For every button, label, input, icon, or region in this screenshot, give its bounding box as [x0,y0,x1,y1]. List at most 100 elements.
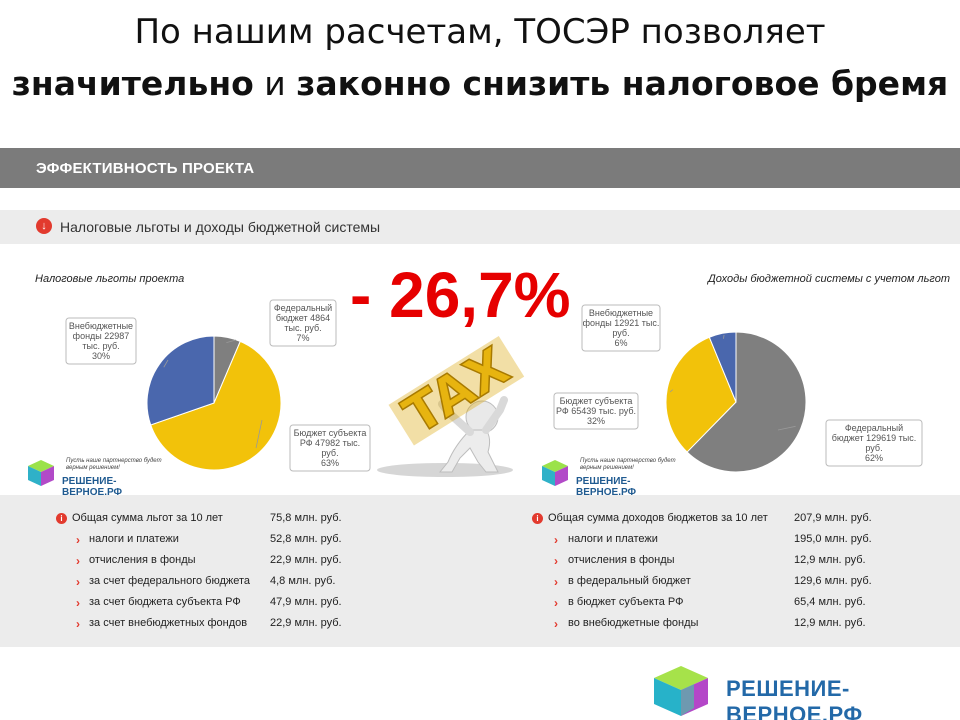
section-header-band: ЭФФЕКТИВНОСТЬ ПРОЕКТА [0,148,960,188]
chevron-right-icon: › [554,575,558,589]
chevron-right-icon: › [554,617,558,631]
subsection-label: Налоговые льготы и доходы бюджетной сист… [60,219,381,235]
footer-logo: РЕШЕНИЕ-ВЕРНОЕ.РФ [650,660,960,720]
stat-label: за счет федерального бюджета [89,575,251,587]
slice-label: 63% [321,458,339,468]
chevron-right-icon: › [76,533,80,547]
slice-label: 62% [865,453,883,463]
cube-logo-icon [654,666,708,716]
pie-slice-3 [708,331,737,403]
cube-logo-icon [28,460,54,486]
tax-burden-illustration: TAX [377,336,525,477]
stat-value: 12,9 млн. руб. [794,554,866,566]
callout-box [825,419,923,467]
stat-value: 207,9 млн. руб. [794,512,872,524]
stat-label: в федеральный бюджет [568,575,691,587]
stat-value: 12,9 млн. руб. [794,617,866,629]
stat-label: за счет бюджета субъекта РФ [89,596,241,608]
stat-value: 47,9 млн. руб. [270,596,342,608]
chevron-right-icon: › [76,575,80,589]
slice-label: тыс. руб. [284,323,321,333]
chevron-right-icon: › [76,554,80,568]
logo-name: РЕШЕНИЕ-ВЕРНОЕ.РФ [576,476,637,498]
logo-tagline: Пусть наше партнерство будет верным реше… [66,458,162,471]
slide-title-line1: По нашим расчетам, ТОСЭР позволяет [134,12,826,52]
callout-box [65,317,137,365]
pie-slice-2 [665,336,737,453]
partner-logo-right: Пусть наше партнерство будет верным реше… [540,458,680,498]
stat-label: отчисления в фонды [568,554,675,566]
tax-reduction-percent: - 26,7% [350,259,571,331]
chevron-right-icon: › [554,533,558,547]
stat-label: Общая сумма доходов бюджетов за 10 лет [548,512,768,524]
slice-label: Внебюджетные [589,308,653,318]
slice-label: 30% [92,351,110,361]
logo-tagline: Пусть наше партнерство будет верным реше… [580,458,676,471]
section-header-label: ЭФФЕКТИВНОСТЬ ПРОЕКТА [36,160,255,177]
callout-box [581,304,661,352]
pie-slice-3 [146,335,215,426]
partner-logo-left: Пусть наше партнерство будет верным реше… [26,458,166,498]
chevron-right-icon: › [554,596,558,610]
stat-label: за счет внебюджетных фондов [89,617,248,629]
slice-label: Бюджет субъекта [560,396,633,406]
title-emphasis-1: значительно [11,64,254,103]
stat-label: во внебюджетные фонды [568,617,699,629]
logo-name: РЕШЕНИЕ-ВЕРНОЕ.РФ [62,476,123,498]
slice-label: Федеральный [845,423,903,433]
callout-box [289,424,371,472]
slice-label: 32% [587,416,605,426]
info-icon: i [56,513,67,524]
summary-stats-panel: i Общая сумма льгот за 10 лет 75,8 млн. ру… [0,495,960,647]
slice-label: руб. [321,448,338,458]
chevron-right-icon: › [76,617,80,631]
slice-label: Бюджет субъекта [294,428,367,438]
slice-label: фонды 22987 [73,331,130,341]
chevron-right-icon: › [76,596,80,610]
stat-value: 52,8 млн. руб. [270,533,342,545]
slice-label: бюджет 129619 тыс. [832,433,916,443]
download-icon: ↓ [36,218,52,234]
stat-value: 75,8 млн. руб. [270,512,342,524]
callout-line [163,359,169,368]
info-icon: i [532,513,543,524]
slice-label: фонды 12921 тыс. [583,318,660,328]
callout-box [553,392,639,430]
callout-line [255,419,263,449]
stat-label: Общая сумма льгот за 10 лет [72,512,223,524]
stat-value: 65,4 млн. руб. [794,596,866,608]
footer-logo-name: РЕШЕНИЕ-ВЕРНОЕ.РФ [726,676,863,720]
stat-label: отчисления в фонды [89,554,196,566]
slice-label: Внебюджетные [69,321,133,331]
pie-slice-1 [686,331,807,473]
slice-label: РФ 65439 тыс. руб. [556,406,636,416]
callout-line [669,389,674,393]
right-chart-title: Доходы бюджетной системы с учетом льгот [708,273,950,285]
stat-value: 22,9 млн. руб. [270,554,342,566]
slice-label: РФ 47982 тыс. [300,438,360,448]
subsection-header: ↓ Налоговые льготы и доходы бюджетной си… [0,210,960,244]
stat-value: 22,9 млн. руб. [270,617,342,629]
stat-label: налоги и платежи [568,533,658,545]
stat-value: 4,8 млн. руб. [270,575,336,587]
title-emphasis-2: законно снизить налоговое бремя [296,64,949,103]
slice-label: руб. [612,328,629,338]
slice-label: 6% [614,338,627,348]
stat-value: 129,6 млн. руб. [794,575,872,587]
chevron-right-icon: › [554,554,558,568]
callout-line [777,425,796,431]
left-chart-title: Налоговые льготы проекта [35,273,185,285]
stat-value: 195,0 млн. руб. [794,533,872,545]
stat-label: в бюджет субъекта РФ [568,596,684,608]
stat-label: налоги и платежи [89,533,179,545]
slice-label: бюджет 4864 [276,313,330,323]
cube-logo-icon [542,460,568,486]
slice-label: 7% [296,333,309,343]
slice-label: руб. [865,443,882,453]
slice-label: Федеральный [274,303,332,313]
pie-slice-2 [150,340,282,471]
title-connector: и [253,64,297,103]
